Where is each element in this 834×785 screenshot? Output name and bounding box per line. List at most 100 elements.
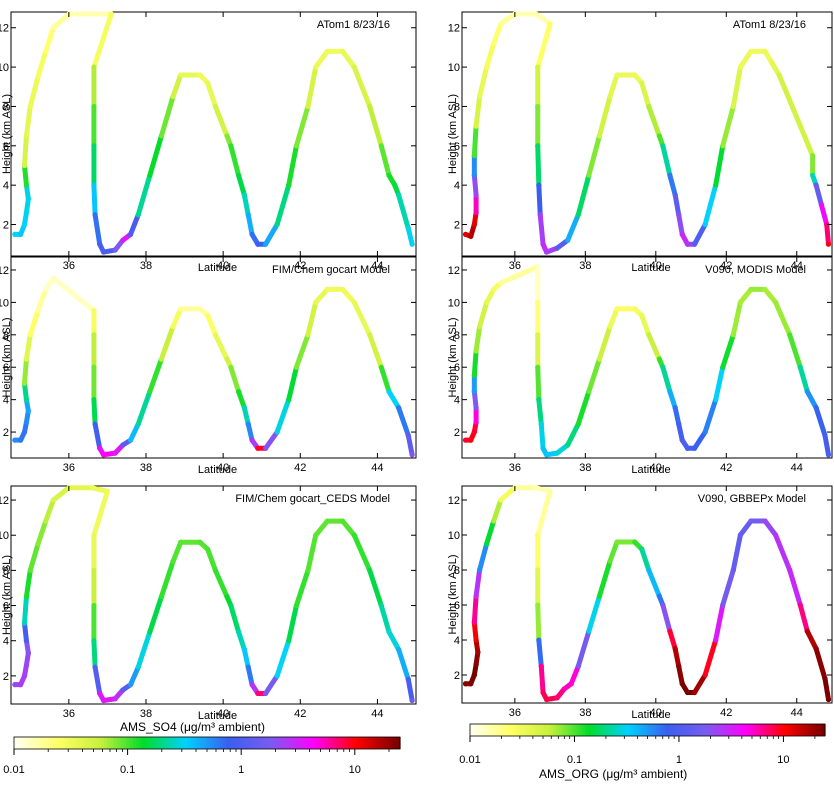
track-segment xyxy=(776,72,816,159)
track-segment xyxy=(170,306,184,330)
plot-frame xyxy=(461,256,833,459)
colorbar-cell xyxy=(567,724,572,736)
colorbar-cell xyxy=(71,737,76,749)
colorbar-cell xyxy=(351,737,356,749)
colorbar-cell xyxy=(635,724,640,736)
colorbar-cell xyxy=(20,737,25,749)
colorbar-cell xyxy=(517,724,521,736)
colorbar-cell xyxy=(313,737,317,749)
track-point xyxy=(409,697,415,704)
track-segment xyxy=(822,432,831,458)
track-segment xyxy=(396,647,411,682)
track-segment xyxy=(762,518,779,538)
colorbar-cell xyxy=(338,737,343,749)
x-axis-label: Latitude xyxy=(198,710,237,722)
colorbar-cell xyxy=(33,737,38,749)
y-tick-label: 2 xyxy=(3,220,9,232)
colorbar-cell xyxy=(139,737,144,749)
colorbar-cell xyxy=(383,737,388,749)
track-segment xyxy=(676,663,685,687)
y-tick-label: 4 xyxy=(454,635,460,647)
track-segment xyxy=(27,307,41,338)
track-segment xyxy=(212,103,230,139)
colorbar-cell xyxy=(161,737,166,749)
track-segment xyxy=(22,380,29,403)
y-tick-label: 2 xyxy=(454,670,460,682)
colorbar-tick-label: 1 xyxy=(676,754,682,766)
colorbar-cell xyxy=(380,737,385,749)
y-tick-label: 12 xyxy=(0,23,9,35)
colorbar-cell xyxy=(656,724,660,736)
track-segment xyxy=(367,103,384,149)
colorbar-cell xyxy=(113,737,118,749)
track-segment xyxy=(135,389,153,427)
plot-frame xyxy=(10,485,417,705)
colorbar-cell xyxy=(303,737,308,749)
colorbar-cell xyxy=(561,724,566,736)
track-segment xyxy=(692,429,708,451)
track-segment xyxy=(128,212,141,237)
track-segment xyxy=(596,324,613,362)
colorbar-cell xyxy=(718,724,723,736)
panel-title: FIM/Chem gocart_CEDS Model xyxy=(235,493,390,505)
colorbar-cell xyxy=(487,724,492,736)
x-tick-label: 40 xyxy=(650,707,662,719)
colorbar-cell xyxy=(104,737,108,749)
colorbar-cell xyxy=(549,724,554,736)
y-tick-label: 8 xyxy=(3,565,9,577)
track-segment xyxy=(471,593,479,625)
colorbar-cell xyxy=(306,737,311,749)
track-segment xyxy=(498,485,518,503)
colorbar-cell xyxy=(659,724,663,736)
plot-frame xyxy=(461,485,833,704)
track-segment xyxy=(535,21,553,70)
colorbar-cell xyxy=(290,737,295,749)
track-segment xyxy=(212,332,230,362)
colorbar-cell xyxy=(594,724,598,736)
track-segment xyxy=(27,74,41,109)
colorbar-cell xyxy=(287,737,292,749)
x-tick-label: 36 xyxy=(509,707,521,719)
colorbar-cell xyxy=(810,724,814,736)
colorbar-cell xyxy=(396,737,401,749)
colorbar-cell xyxy=(490,724,495,736)
colorbar-cell xyxy=(49,737,54,749)
colorbar-cell xyxy=(665,724,669,736)
y-tick-label: 4 xyxy=(454,395,460,407)
colorbar-cell xyxy=(529,724,533,736)
track-segment xyxy=(378,364,392,395)
y-tick-label: 6 xyxy=(454,600,460,612)
track-segment xyxy=(535,488,553,538)
track-segment xyxy=(212,567,230,600)
colorbar-cell xyxy=(526,724,530,736)
colorbar-tick-label: 1 xyxy=(238,764,244,776)
track-segment xyxy=(720,567,736,608)
track-segment xyxy=(340,286,357,305)
colorbar-cell xyxy=(724,724,728,736)
track-segment xyxy=(313,518,330,538)
track-segment xyxy=(646,332,662,362)
x-tick-label: 42 xyxy=(720,462,732,474)
colorbar-cell xyxy=(309,737,314,749)
colorbar-cell xyxy=(190,737,195,749)
track-segment xyxy=(672,646,682,669)
track-segment xyxy=(730,299,743,338)
colorbar-cell xyxy=(644,724,649,736)
y-tick-label: 6 xyxy=(3,141,9,153)
colorbar-cell xyxy=(745,724,749,736)
track-segment xyxy=(607,72,620,100)
colorbar-cell xyxy=(541,724,545,736)
track-segment xyxy=(91,397,98,427)
colorbar-cell xyxy=(329,737,334,749)
track-segment xyxy=(535,364,542,403)
track-segment xyxy=(286,364,299,403)
colorbar-cell xyxy=(582,724,586,736)
y-tick-label: 6 xyxy=(454,362,460,374)
colorbar-cell xyxy=(756,724,761,736)
panel-5: 36 38 40 42 44 2 4 6 8 10 12 FIM/Chem gocart_CEDS M… xyxy=(0,485,417,722)
track-segment xyxy=(672,405,682,427)
colorbar-cell xyxy=(62,737,67,749)
colorbar-cell xyxy=(736,724,740,736)
colorbar-cell xyxy=(168,737,173,749)
